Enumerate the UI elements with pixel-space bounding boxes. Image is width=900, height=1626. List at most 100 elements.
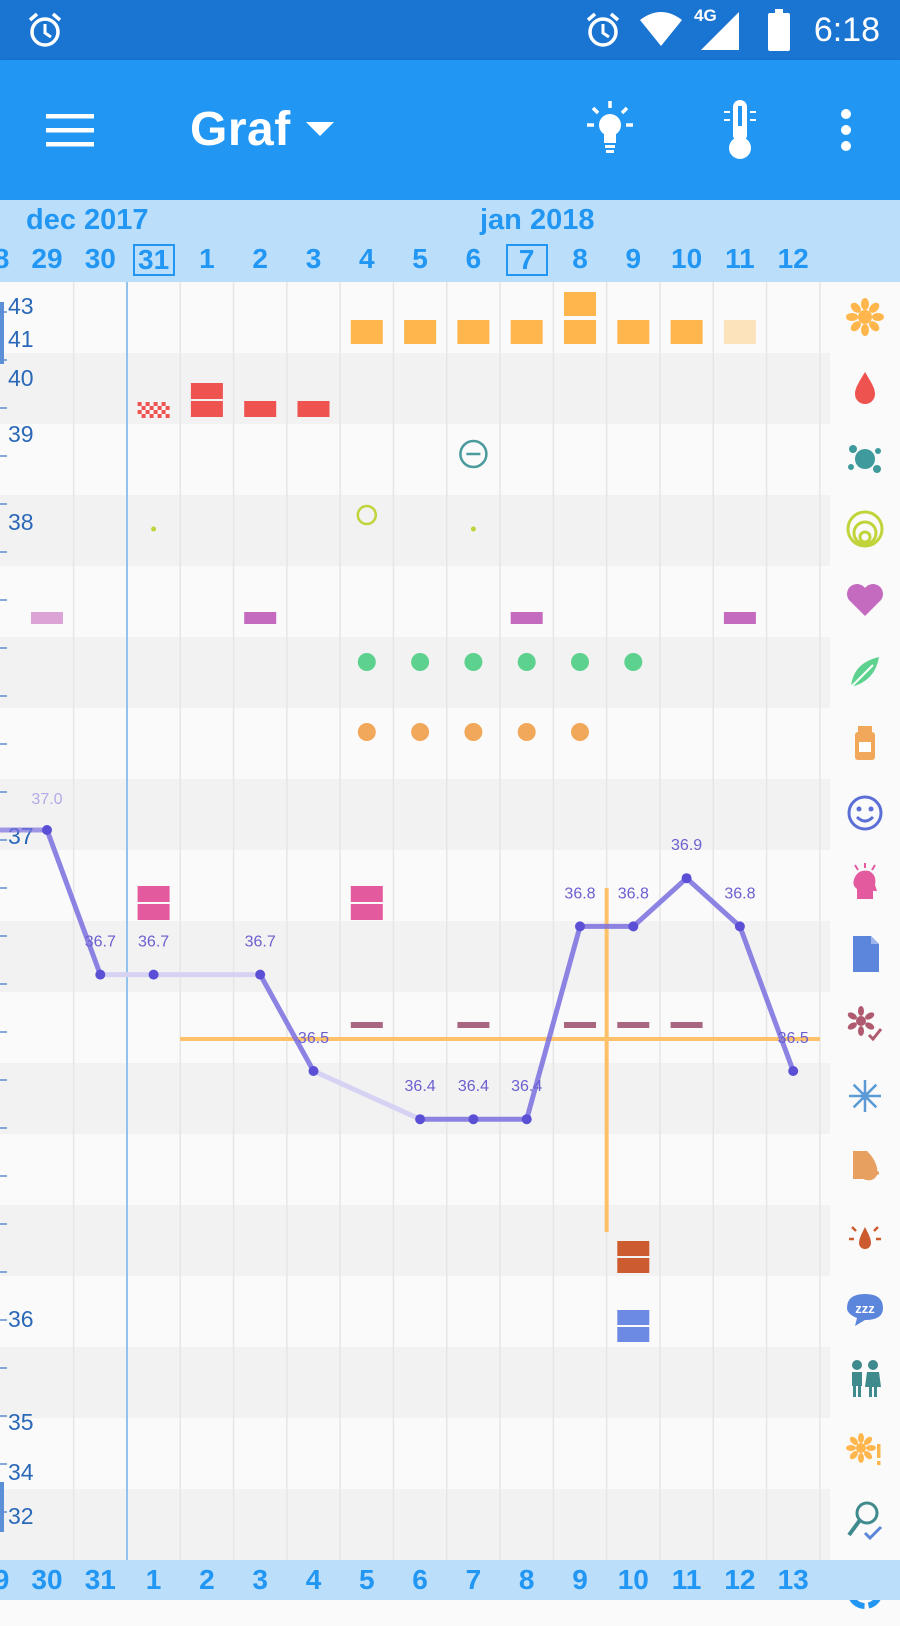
temperature-point <box>42 825 52 835</box>
temperature-segment <box>44 827 103 978</box>
drop-sparkle-icon[interactable] <box>830 1202 900 1272</box>
day-label[interactable]: 30 <box>84 243 116 274</box>
symptom-dash <box>670 1022 703 1028</box>
row-band <box>0 1063 830 1134</box>
spotting-cell <box>165 414 170 418</box>
temperature-value-label: 36.8 <box>564 885 595 902</box>
day-label[interactable]: 6 <box>465 243 482 274</box>
alarm-icon <box>580 0 626 60</box>
day-label[interactable]: 8 <box>572 243 588 274</box>
day-label[interactable]: 31 <box>132 244 175 276</box>
y-axis-label: 39 <box>8 421 34 447</box>
test-negative-marker <box>459 439 488 469</box>
spotting-cell <box>165 406 170 410</box>
temperature-point <box>415 1114 426 1125</box>
smiley-icon[interactable] <box>830 778 900 848</box>
medication-dot <box>464 653 483 671</box>
medication-dot <box>411 653 430 671</box>
pill-dot <box>517 723 536 741</box>
cycle-chart[interactable]: 43 41 40 39 38 37 36 35 34 32 37.0 36.7 36.7 36.7 36.5… <box>0 282 830 1560</box>
row-band <box>0 566 830 637</box>
heart-icon[interactable] <box>830 565 900 635</box>
spotting-cell <box>145 410 150 414</box>
day-label[interactable]: 7 <box>505 244 548 276</box>
sleep-icon[interactable]: zzz <box>830 1273 900 1343</box>
day-label[interactable]: 10 <box>671 243 703 274</box>
breast-icon[interactable] <box>830 1132 900 1202</box>
test-check-icon[interactable] <box>830 1486 900 1556</box>
y-axis-label: 38 <box>8 509 34 535</box>
flower-icon[interactable] <box>830 282 900 352</box>
ovulation-square <box>617 1241 650 1256</box>
axis-scale-bottom <box>0 1482 4 1532</box>
day-label[interactable]: 11 <box>725 243 755 274</box>
app-bar: Graf <box>0 60 900 200</box>
temperature-value-label: 36.8 <box>724 885 755 902</box>
symptom-square <box>350 904 383 920</box>
spotting-cell <box>161 402 166 406</box>
row-band <box>0 1134 830 1205</box>
thermometer-icon[interactable] <box>700 90 780 170</box>
fertility-square <box>670 320 703 344</box>
fertility-square <box>350 320 383 344</box>
temperature-point <box>95 969 106 980</box>
mucus-rings-icon[interactable] <box>830 494 900 564</box>
spotting-cell <box>141 406 146 410</box>
chart-area[interactable]: 43 41 40 39 38 37 36 35 34 32 37.0 36.7 36.7 36.7 36.5… <box>0 282 830 1560</box>
day-label[interactable]: 9 <box>625 243 642 274</box>
network-type-label: 4G <box>694 6 717 25</box>
symptom-dash <box>617 1022 650 1028</box>
note-icon[interactable] <box>830 919 900 989</box>
temperature-value-label: 36.4 <box>405 1078 436 1095</box>
page-title[interactable]: Graf <box>190 103 291 156</box>
bottom-day-label: 12 <box>724 1564 756 1595</box>
day-label[interactable]: 28 <box>0 243 10 274</box>
day-label[interactable]: 2 <box>252 243 268 274</box>
day-label[interactable]: 1 <box>199 243 215 274</box>
bottom-day-label: 8 <box>518 1564 535 1595</box>
temperature-value-label: 36.5 <box>298 1030 329 1047</box>
bottom-day-label: 5 <box>359 1564 375 1595</box>
temperature-segment <box>257 972 316 1074</box>
flower-alert-icon[interactable] <box>830 1415 900 1485</box>
dropdown-arrow-icon[interactable] <box>280 90 360 170</box>
spotting-cell <box>149 406 154 410</box>
bleeding-bar <box>190 401 223 417</box>
temperature-value-label: 36.7 <box>85 934 116 951</box>
y-axis-label: 41 <box>8 326 34 352</box>
splash-icon[interactable] <box>830 424 900 494</box>
lightbulb-icon[interactable] <box>570 90 650 170</box>
pill-bottle-icon[interactable] <box>830 707 900 777</box>
temperature-value-label: 36.7 <box>245 934 276 951</box>
bottom-day-label: 2 <box>199 1564 215 1595</box>
drop-icon[interactable] <box>830 353 900 423</box>
day-label[interactable]: 5 <box>412 243 428 274</box>
spotting-cell <box>157 406 162 410</box>
row-band <box>0 1489 830 1560</box>
day-label[interactable]: 29 <box>31 243 63 274</box>
day-label[interactable]: 3 <box>305 243 322 274</box>
day-label[interactable]: 4 <box>359 243 375 274</box>
temperature-point <box>681 873 692 884</box>
temperature-segment <box>524 923 583 1122</box>
day-label[interactable]: 12 <box>777 243 809 274</box>
fertility-square <box>457 320 490 344</box>
symptom-dash <box>457 1022 490 1028</box>
spotting-cell <box>137 410 142 414</box>
sleep-square <box>617 1327 650 1342</box>
bottom-day-label: 10 <box>617 1564 649 1595</box>
row-band <box>0 1276 830 1347</box>
head-symptom-icon[interactable] <box>830 848 900 918</box>
more-vert-icon[interactable] <box>806 90 886 170</box>
fertility-square <box>564 292 596 316</box>
menu-icon[interactable] <box>30 90 110 170</box>
status-bar: 4G 6:18 <box>0 0 900 60</box>
sparkle-icon[interactable] <box>830 1061 900 1131</box>
couple-icon[interactable] <box>830 1344 900 1414</box>
mucus-dot <box>470 526 476 532</box>
flower-check-icon[interactable] <box>830 990 900 1060</box>
fertility-square-faded <box>723 320 756 344</box>
row-band <box>0 1347 830 1418</box>
leaf-icon[interactable] <box>830 636 900 706</box>
temperature-point <box>148 969 159 980</box>
